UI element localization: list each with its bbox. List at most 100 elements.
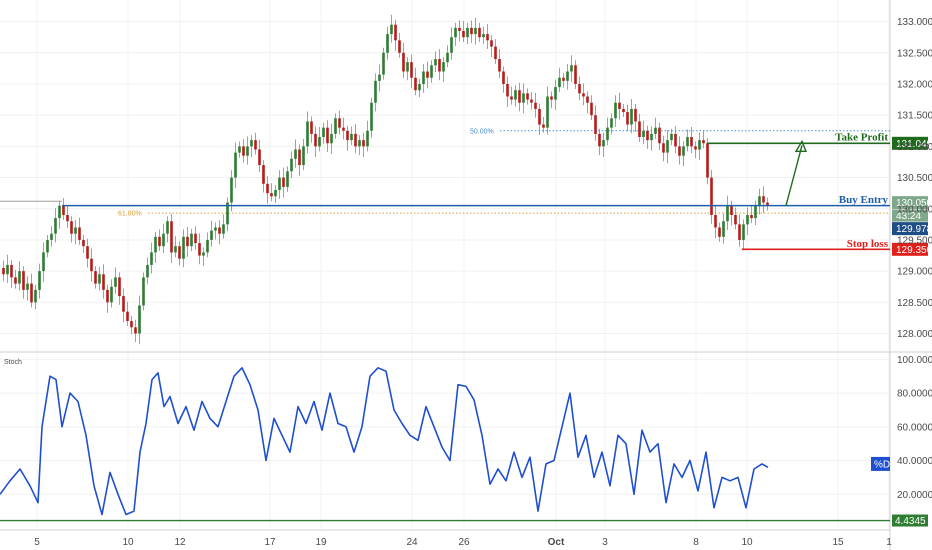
candle-body xyxy=(538,108,541,125)
candle-body xyxy=(122,296,125,312)
candle-body xyxy=(594,115,597,134)
candle-body xyxy=(322,127,325,138)
candle-body xyxy=(458,27,461,31)
candle-body xyxy=(390,24,393,35)
candle-body xyxy=(30,283,33,303)
candle-body xyxy=(414,77,417,91)
candle-body xyxy=(154,236,157,253)
candle-body xyxy=(678,146,681,156)
candle-body xyxy=(194,233,197,244)
candle-body xyxy=(398,40,401,53)
candle-body xyxy=(622,108,625,113)
time-tick-label: Oct xyxy=(548,537,565,548)
take-profit-tag-text: 131.049 xyxy=(896,139,932,150)
current-price-tag-text: 129.978 xyxy=(896,224,932,235)
grid xyxy=(0,0,890,530)
stoch-d-tag xyxy=(871,456,890,471)
candle-body xyxy=(186,236,189,247)
candle-body xyxy=(342,127,345,131)
candle-body xyxy=(730,205,733,215)
candle-body xyxy=(510,96,513,100)
stoch-axis[interactable]: 100.0000 80.0000 60.0000 40.0000 20.0000 xyxy=(897,355,932,501)
stoch-threshold-tag xyxy=(892,514,928,527)
candle-body xyxy=(634,108,637,122)
candle-body xyxy=(206,239,209,253)
candle-body xyxy=(34,289,37,303)
stoch-tick-label: 100.0000 xyxy=(897,355,932,366)
candle-body xyxy=(574,65,577,84)
candle-body xyxy=(258,149,261,166)
candle-body xyxy=(558,77,561,88)
candle-body xyxy=(78,227,81,240)
candle-body xyxy=(62,205,65,215)
candle-body xyxy=(610,118,613,128)
candle-body xyxy=(50,233,53,240)
price-tick-label: 129.000 xyxy=(897,267,932,278)
candle-body xyxy=(278,177,281,191)
candle-body xyxy=(294,149,297,159)
candle-body xyxy=(14,277,17,284)
candle-body xyxy=(470,27,473,35)
take-profit-label: Take Profit xyxy=(835,131,888,143)
candle-body xyxy=(238,146,241,153)
time-axis[interactable]: 5 10 12 17 19 24 26 Oct 3 8 10 15 1 xyxy=(34,537,892,548)
candle-body xyxy=(146,264,149,278)
price-axis[interactable]: 133.000 132.500 132.000 131.500 131.000 130.5… xyxy=(897,17,932,340)
candle-body xyxy=(130,321,133,328)
candle-body xyxy=(710,177,713,215)
candle-body xyxy=(738,224,741,240)
candle-body xyxy=(22,271,25,290)
candle-body xyxy=(454,27,457,38)
buy-entry-label: Buy Entry xyxy=(839,194,889,206)
candle-body xyxy=(106,289,109,303)
candle-body xyxy=(522,93,525,103)
time-tick-label: 5 xyxy=(34,537,40,548)
candle-body xyxy=(474,27,477,35)
candle-body xyxy=(230,177,233,203)
candle-body xyxy=(618,102,621,109)
candle-body xyxy=(298,149,301,166)
candle-body xyxy=(638,121,641,138)
candle-body xyxy=(118,277,121,297)
candle-body xyxy=(42,252,45,272)
stochastic-indicator: 4.4345 %D xyxy=(0,367,928,527)
candle-body xyxy=(606,127,609,141)
candle-body xyxy=(650,133,653,141)
candle-body xyxy=(362,140,365,147)
candle-body xyxy=(662,143,665,153)
target-arrow-head-icon xyxy=(794,139,808,153)
candle-body xyxy=(514,90,517,100)
candle-body xyxy=(286,171,289,187)
candle-body xyxy=(702,140,705,144)
candle-body xyxy=(766,202,769,206)
candle-body xyxy=(714,214,717,228)
candles xyxy=(2,14,769,345)
price-tick-label: 130.000 xyxy=(897,204,932,215)
candle-body xyxy=(570,65,573,72)
candle-body xyxy=(430,65,433,78)
candle-body xyxy=(6,264,9,275)
candle-body xyxy=(490,40,493,47)
take-profit-tag xyxy=(892,136,928,150)
time-tick-label: 8 xyxy=(693,537,699,548)
candle-body xyxy=(442,62,445,72)
stop-loss-tag xyxy=(892,242,928,256)
candle-body xyxy=(102,274,105,290)
candle-body xyxy=(690,137,693,147)
candle-body xyxy=(486,34,489,41)
time-tick-label: 1 xyxy=(886,537,892,548)
candle-body xyxy=(354,133,357,147)
candle-body xyxy=(466,27,469,38)
candle-body xyxy=(26,283,29,290)
stoch-tick-label: 40.0000 xyxy=(897,456,932,467)
time-tick-label: 24 xyxy=(406,537,418,548)
candle-body xyxy=(718,227,721,237)
candle-body xyxy=(142,277,145,306)
candle-body xyxy=(54,218,57,234)
candle-body xyxy=(70,221,73,234)
candle-body xyxy=(242,146,245,156)
candle-body xyxy=(310,121,313,134)
candle-body xyxy=(330,133,333,144)
candle-body xyxy=(750,214,753,219)
